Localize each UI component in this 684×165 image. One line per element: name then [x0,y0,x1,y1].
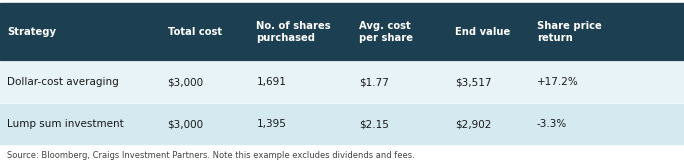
Bar [0,62,684,102]
Text: $3,000: $3,000 [168,77,204,87]
Text: $2,902: $2,902 [455,119,491,129]
Text: Dollar-cost averaging: Dollar-cost averaging [7,77,118,87]
Text: Strategy: Strategy [7,27,56,37]
Text: End value: End value [455,27,510,37]
Text: $2.15: $2.15 [359,119,389,129]
Text: Share price
return: Share price return [537,21,602,43]
Text: Source: Bloomberg, Craigs Investment Partners. Note this example excludes divide: Source: Bloomberg, Craigs Investment Par… [7,151,415,160]
Text: No. of shares
purchased: No. of shares purchased [256,21,331,43]
Text: Avg. cost
per share: Avg. cost per share [359,21,413,43]
Text: -3.3%: -3.3% [537,119,567,129]
Bar [0,3,684,60]
Text: Total cost: Total cost [168,27,222,37]
Text: $1.77: $1.77 [359,77,389,87]
Text: 1,395: 1,395 [256,119,287,129]
Text: Lump sum investment: Lump sum investment [7,119,124,129]
Bar [0,104,684,144]
Text: 1,691: 1,691 [256,77,287,87]
Text: $3,000: $3,000 [168,119,204,129]
Text: +17.2%: +17.2% [537,77,579,87]
Text: $3,517: $3,517 [455,77,491,87]
